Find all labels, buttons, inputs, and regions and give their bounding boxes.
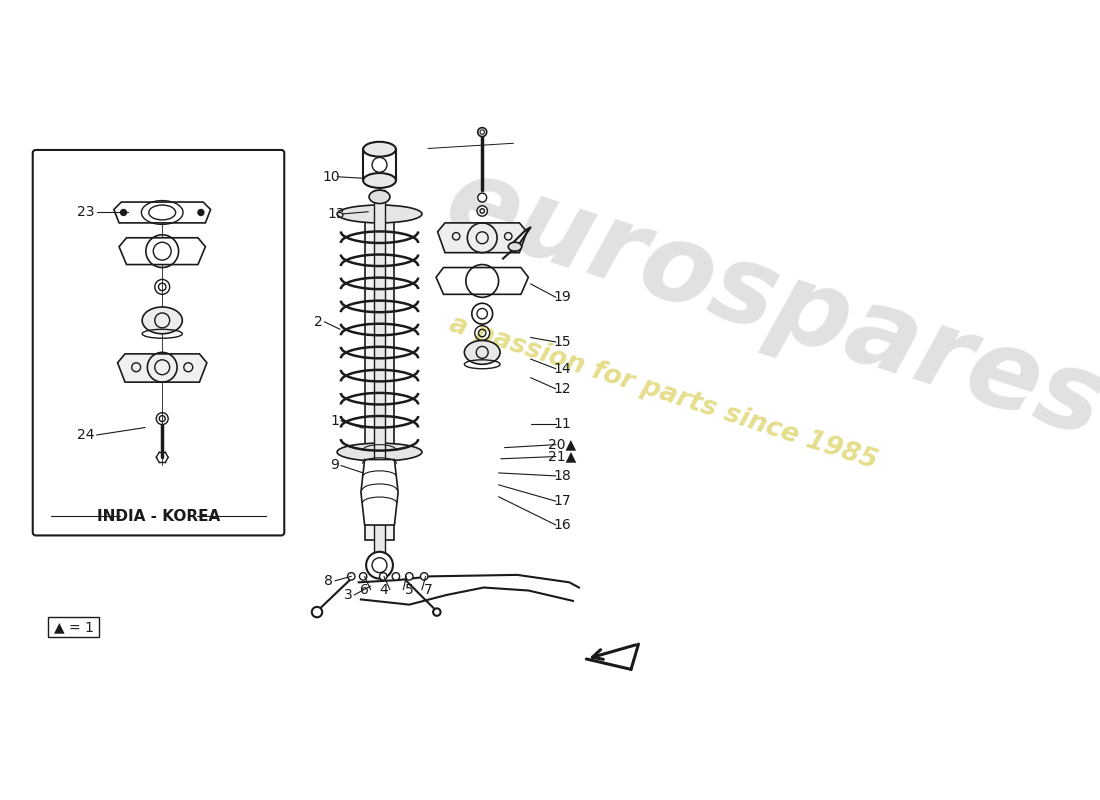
Polygon shape <box>438 223 527 253</box>
Ellipse shape <box>337 443 422 461</box>
Text: 8: 8 <box>324 574 333 588</box>
Text: ▲ = 1: ▲ = 1 <box>54 620 94 634</box>
Text: 18: 18 <box>553 469 571 483</box>
Text: a passion for parts since 1985: a passion for parts since 1985 <box>447 311 881 474</box>
Circle shape <box>198 210 204 215</box>
Text: 10: 10 <box>322 170 340 184</box>
Circle shape <box>379 573 387 580</box>
Circle shape <box>393 573 399 580</box>
Text: 16: 16 <box>553 518 571 532</box>
Circle shape <box>366 552 393 578</box>
Circle shape <box>433 608 440 616</box>
Bar <box>48 618 99 637</box>
Circle shape <box>360 573 367 580</box>
Text: 12: 12 <box>553 382 571 396</box>
Text: 21▲: 21▲ <box>548 450 576 463</box>
Circle shape <box>406 573 412 580</box>
Polygon shape <box>118 354 207 382</box>
Text: 4: 4 <box>379 582 388 597</box>
FancyBboxPatch shape <box>33 150 284 535</box>
Text: 23: 23 <box>77 206 95 219</box>
Ellipse shape <box>370 190 389 203</box>
Text: 7: 7 <box>424 582 432 597</box>
Circle shape <box>477 206 487 216</box>
Text: eurospares: eurospares <box>431 147 1100 459</box>
Circle shape <box>348 573 355 580</box>
Circle shape <box>311 607 322 618</box>
Text: 24: 24 <box>77 428 95 442</box>
Text: 9: 9 <box>330 458 339 473</box>
Circle shape <box>477 128 486 137</box>
Ellipse shape <box>363 142 396 157</box>
Text: 1: 1 <box>330 414 339 428</box>
Ellipse shape <box>508 242 521 251</box>
Text: 5: 5 <box>405 582 414 597</box>
Ellipse shape <box>363 173 396 188</box>
Text: 20▲: 20▲ <box>548 438 576 452</box>
Text: 15: 15 <box>553 335 571 349</box>
Text: 2: 2 <box>315 315 323 329</box>
Polygon shape <box>119 238 206 265</box>
Text: 19: 19 <box>553 290 571 304</box>
Circle shape <box>121 210 126 215</box>
Bar <box>364 218 395 540</box>
Text: INDIA - KOREA: INDIA - KOREA <box>97 509 220 523</box>
Text: 6: 6 <box>360 582 370 597</box>
Polygon shape <box>361 459 398 525</box>
Text: 14: 14 <box>553 362 571 376</box>
Text: 17: 17 <box>553 494 571 508</box>
Ellipse shape <box>464 341 500 364</box>
Circle shape <box>420 573 428 580</box>
Polygon shape <box>114 202 210 223</box>
Text: 11: 11 <box>553 417 571 431</box>
Bar <box>374 190 385 567</box>
Polygon shape <box>436 267 528 294</box>
Ellipse shape <box>337 205 422 223</box>
Text: 3: 3 <box>344 588 353 602</box>
Text: 13: 13 <box>328 207 345 221</box>
Ellipse shape <box>142 307 183 334</box>
